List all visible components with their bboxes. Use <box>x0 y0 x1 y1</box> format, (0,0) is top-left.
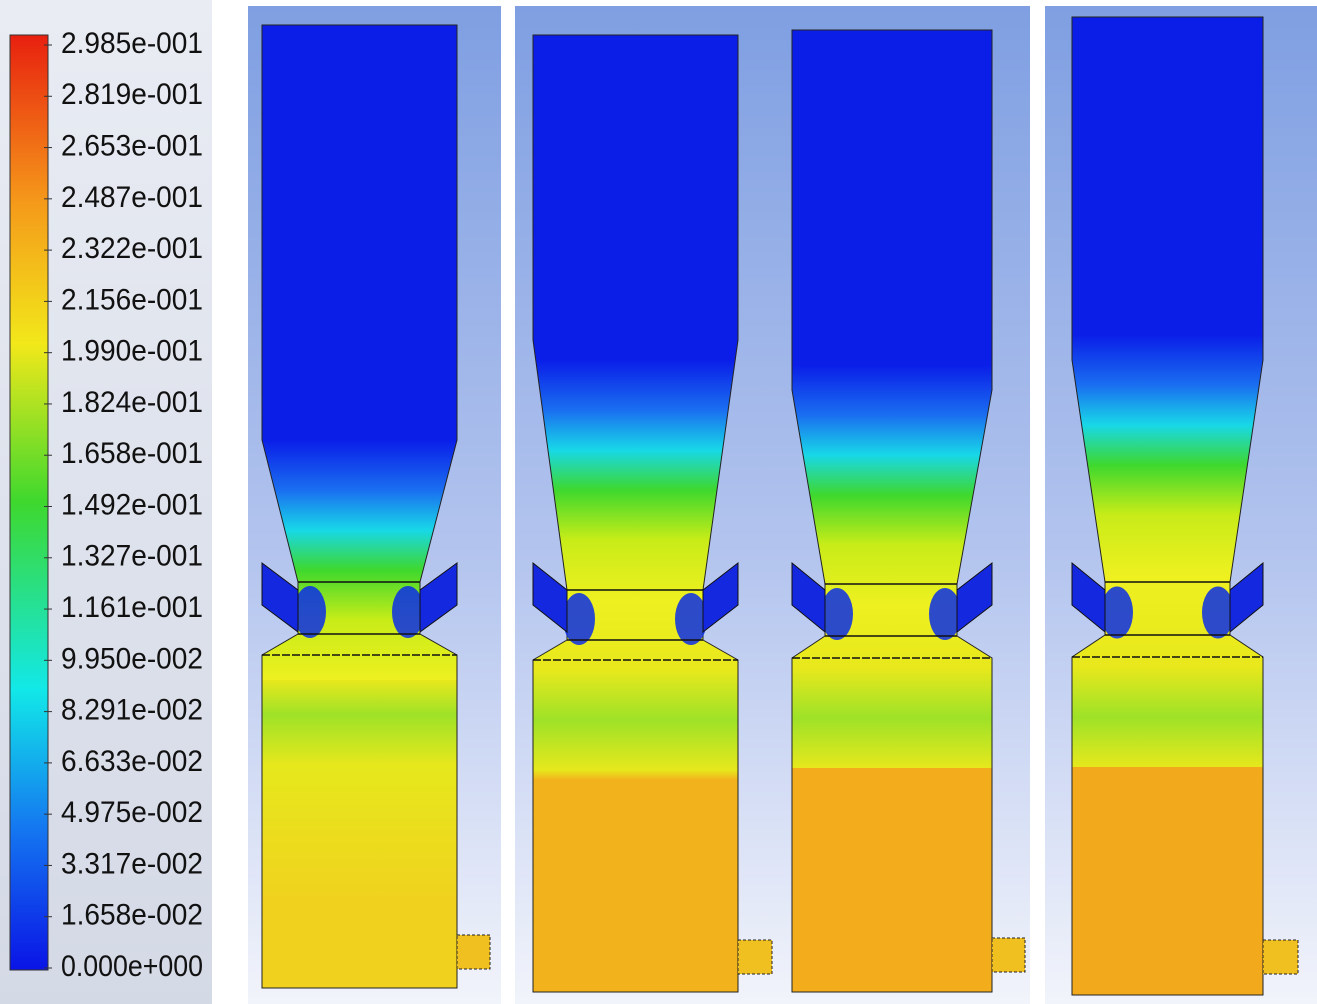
outlet <box>457 935 490 969</box>
contour-body <box>1072 17 1263 995</box>
low-zone <box>1202 587 1234 639</box>
low-zone <box>392 586 424 638</box>
colorbar-label: 2.985e-001 <box>61 27 203 60</box>
contour-body <box>792 30 992 992</box>
outlet <box>738 940 772 974</box>
low-zone <box>821 588 853 640</box>
low-zone <box>929 588 961 640</box>
contour-figure: 2.985e-001 2.819e-001 2.653e-001 2.487e-001… <box>0 0 1317 1004</box>
colorbar-label: 2.653e-001 <box>61 129 203 162</box>
contour-body <box>533 35 738 992</box>
colorbar-label: 0.000e+000 <box>61 950 203 983</box>
colorbar-label: 4.975e-002 <box>61 796 203 829</box>
colorbar <box>10 35 48 970</box>
low-zone <box>1101 587 1133 639</box>
colorbar-label: 1.492e-001 <box>61 488 203 521</box>
contour-body <box>262 25 457 988</box>
colorbar-label: 1.658e-002 <box>61 899 203 932</box>
colorbar-label: 1.824e-001 <box>61 386 203 419</box>
outlet <box>992 938 1025 972</box>
colorbar-label: 9.950e-002 <box>61 642 203 675</box>
colorbar-label: 1.990e-001 <box>61 335 203 368</box>
colorbar-label: 1.327e-001 <box>61 540 203 573</box>
colorbar-label: 2.819e-001 <box>61 78 203 111</box>
colorbar-label: 1.161e-001 <box>61 591 203 624</box>
colorbar-label: 3.317e-002 <box>61 847 203 880</box>
colorbar-label: 2.487e-001 <box>61 181 203 214</box>
colorbar-label: 1.658e-001 <box>61 437 203 470</box>
colorbar-label: 8.291e-002 <box>61 694 203 727</box>
colorbar-label: 6.633e-002 <box>61 745 203 778</box>
colorbar-label: 2.322e-001 <box>61 232 203 265</box>
low-zone <box>675 593 707 645</box>
low-zone <box>563 593 595 645</box>
outlet <box>1263 940 1298 974</box>
low-zone <box>294 586 326 638</box>
colorbar-label: 2.156e-001 <box>61 283 203 316</box>
